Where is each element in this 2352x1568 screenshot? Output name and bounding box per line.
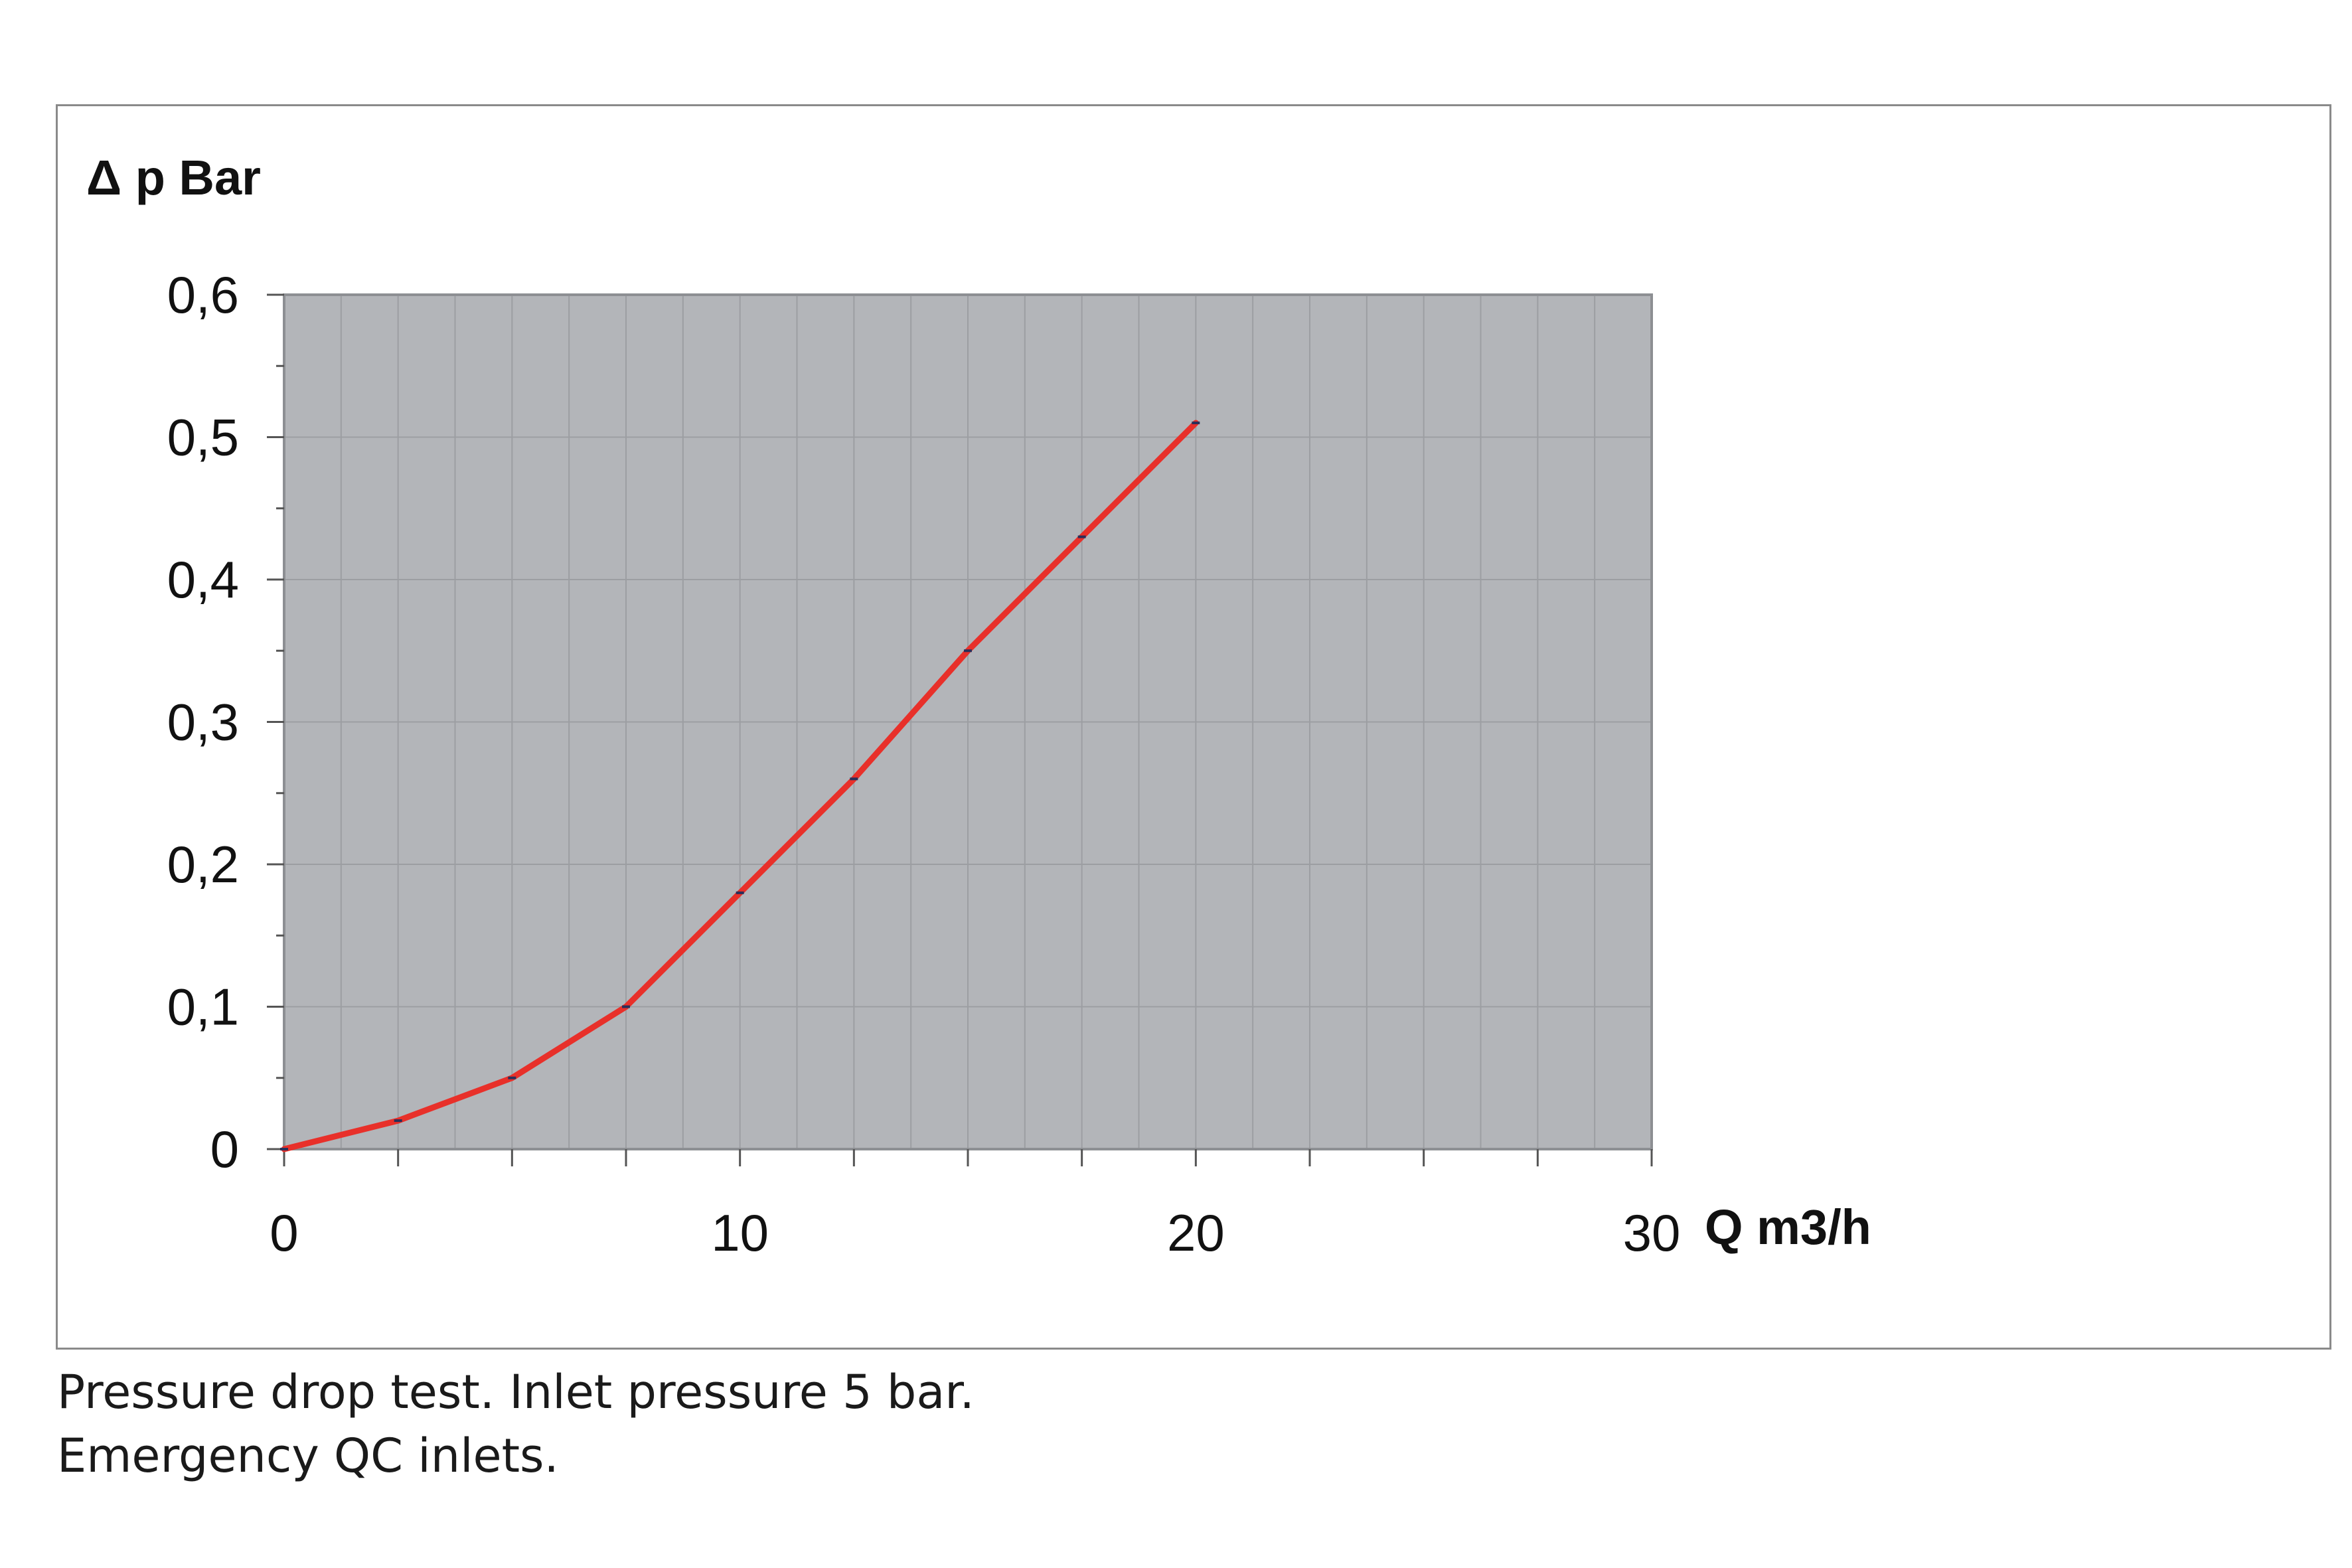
y-tick-label: 0,4 — [167, 550, 239, 609]
y-tick-label: 0,2 — [167, 835, 239, 894]
y-tick-label: 0,1 — [167, 978, 239, 1036]
y-tick-label: 0,6 — [167, 266, 239, 324]
plot-area — [267, 293, 1653, 1166]
y-tick-label: 0 — [210, 1120, 239, 1178]
x-tick-label: 20 — [1167, 1204, 1225, 1262]
caption-line-2: Emergency QC inlets. — [57, 1429, 559, 1483]
x-tick-label: 10 — [711, 1204, 769, 1262]
caption-line-1: Pressure drop test. Inlet pressure 5 bar… — [57, 1365, 975, 1419]
x-axis-label: Q m3/h — [1705, 1200, 1871, 1255]
y-axis-label: Δ p Bar — [86, 150, 261, 205]
y-tick-label: 0,3 — [167, 693, 239, 751]
x-tick-label: 30 — [1623, 1204, 1681, 1262]
series-layer — [280, 420, 1200, 1152]
tick-labels: 0 0,1 0,2 0,3 0,4 0,5 0,6 0 10 20 30 — [167, 266, 1681, 1262]
figure-frame — [56, 104, 2331, 1350]
x-tick-label: 0 — [270, 1204, 298, 1262]
y-tick-label: 0,5 — [167, 408, 239, 467]
